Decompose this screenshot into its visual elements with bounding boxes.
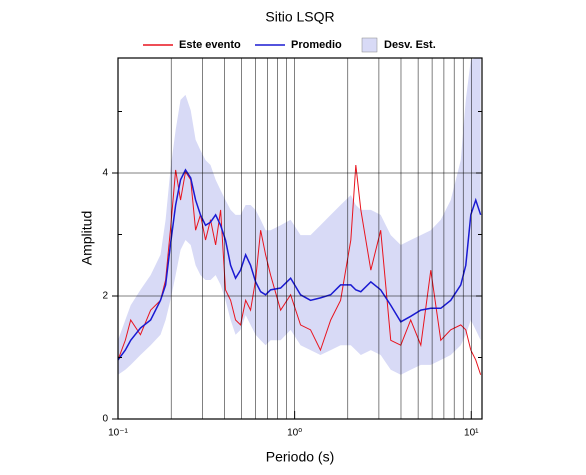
y-tick-label: 0 — [102, 414, 108, 425]
plot-area — [118, 58, 482, 375]
y-tick-label: 2 — [102, 291, 108, 302]
std-band — [118, 58, 481, 375]
series-line — [118, 164, 482, 375]
legend-label: Desv. Est. — [384, 39, 436, 51]
axes: 10⁻¹ 10⁰ 10¹ 0 2 4 — [102, 58, 482, 439]
legend-label: Este evento — [179, 39, 241, 51]
legend: Este evento Promedio Desv. Est. — [143, 37, 436, 53]
x-tick-label: 10⁰ — [287, 428, 302, 439]
y-axis-label: Amplitud — [79, 211, 95, 265]
x-axis-label: Periodo (s) — [266, 449, 334, 465]
chart-title: Sitio LSQR — [265, 9, 334, 25]
legend-swatch — [361, 37, 378, 53]
legend-label: Promedio — [291, 39, 342, 51]
x-tick-label: 10¹ — [464, 428, 479, 439]
plot-frame — [117, 57, 483, 420]
y-tick-label: 4 — [102, 168, 108, 179]
series-line — [118, 168, 482, 361]
x-tick-label: 10⁻¹ — [108, 428, 128, 439]
